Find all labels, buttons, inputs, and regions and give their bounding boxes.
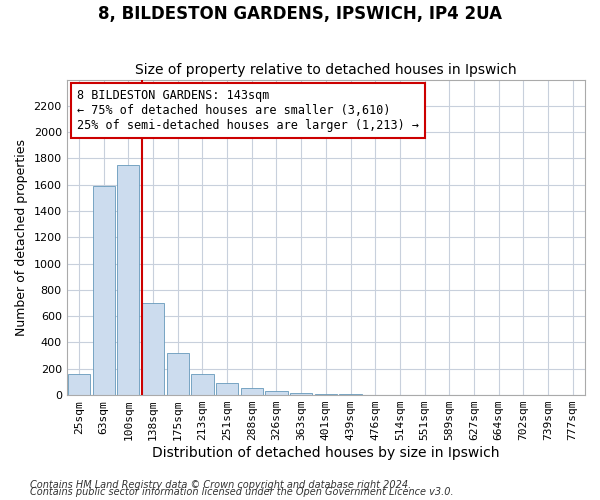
Text: Contains public sector information licensed under the Open Government Licence v3: Contains public sector information licen…: [30, 487, 454, 497]
Bar: [68, 374, 90, 395]
Bar: [92, 186, 115, 395]
Bar: [290, 392, 312, 395]
Bar: [142, 303, 164, 395]
Bar: [117, 165, 139, 395]
Bar: [265, 391, 287, 395]
Y-axis label: Number of detached properties: Number of detached properties: [15, 139, 28, 336]
Bar: [167, 353, 189, 395]
Text: 8, BILDESTON GARDENS, IPSWICH, IP4 2UA: 8, BILDESTON GARDENS, IPSWICH, IP4 2UA: [98, 5, 502, 23]
Text: 8 BILDESTON GARDENS: 143sqm
← 75% of detached houses are smaller (3,610)
25% of : 8 BILDESTON GARDENS: 143sqm ← 75% of det…: [77, 89, 419, 132]
Title: Size of property relative to detached houses in Ipswich: Size of property relative to detached ho…: [135, 63, 517, 77]
X-axis label: Distribution of detached houses by size in Ipswich: Distribution of detached houses by size …: [152, 446, 500, 460]
Bar: [241, 388, 263, 395]
Text: Contains HM Land Registry data © Crown copyright and database right 2024.: Contains HM Land Registry data © Crown c…: [30, 480, 411, 490]
Bar: [191, 374, 214, 395]
Bar: [340, 394, 362, 395]
Bar: [315, 394, 337, 395]
Bar: [216, 384, 238, 395]
